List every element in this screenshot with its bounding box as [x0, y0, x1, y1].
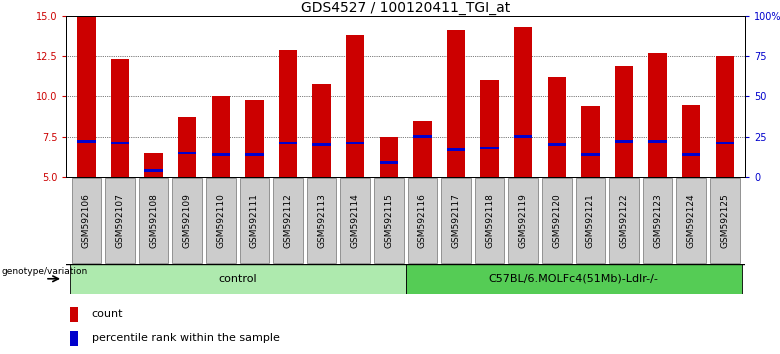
Bar	[278, 50, 297, 177]
FancyBboxPatch shape	[307, 178, 336, 263]
Text: GSM592121: GSM592121	[586, 193, 595, 248]
Text: GSM592113: GSM592113	[317, 193, 326, 248]
FancyBboxPatch shape	[206, 178, 236, 263]
Bar	[69, 307, 78, 322]
Bar	[346, 35, 364, 177]
Bar	[615, 140, 633, 143]
Bar	[77, 16, 96, 177]
Bar	[211, 96, 230, 177]
Text: GSM592118: GSM592118	[485, 193, 494, 248]
Bar	[648, 140, 667, 143]
Text: GSM592110: GSM592110	[216, 193, 225, 248]
Text: GSM592122: GSM592122	[619, 193, 629, 248]
Bar	[548, 143, 566, 146]
FancyBboxPatch shape	[509, 178, 538, 263]
Text: GSM592115: GSM592115	[385, 193, 393, 248]
FancyBboxPatch shape	[441, 178, 471, 263]
Bar	[178, 152, 197, 154]
Bar	[715, 142, 734, 144]
Bar	[245, 153, 264, 156]
Bar	[77, 140, 96, 143]
Text: percentile rank within the sample: percentile rank within the sample	[92, 333, 279, 343]
Text: GSM592108: GSM592108	[149, 193, 158, 248]
FancyBboxPatch shape	[340, 178, 370, 263]
Bar	[178, 118, 197, 177]
Bar	[312, 84, 331, 177]
Bar	[380, 137, 398, 177]
Text: count: count	[92, 309, 123, 319]
Bar	[413, 136, 431, 138]
Bar	[682, 104, 700, 177]
Text: GSM592107: GSM592107	[115, 193, 125, 248]
FancyBboxPatch shape	[408, 178, 437, 263]
Text: GSM592124: GSM592124	[686, 193, 696, 248]
Bar	[144, 153, 163, 177]
Text: control: control	[218, 274, 257, 284]
Bar	[514, 136, 533, 138]
FancyBboxPatch shape	[239, 178, 269, 263]
FancyBboxPatch shape	[172, 178, 202, 263]
Bar	[69, 331, 78, 346]
Bar	[581, 153, 600, 156]
FancyBboxPatch shape	[676, 178, 706, 263]
FancyBboxPatch shape	[69, 264, 406, 294]
Bar	[111, 142, 129, 144]
FancyBboxPatch shape	[72, 178, 101, 263]
Bar	[380, 161, 398, 164]
Bar	[514, 27, 533, 177]
Title: GDS4527 / 100120411_TGI_at: GDS4527 / 100120411_TGI_at	[301, 1, 510, 15]
FancyBboxPatch shape	[374, 178, 403, 263]
Bar	[480, 147, 499, 149]
Bar	[111, 59, 129, 177]
Bar	[615, 66, 633, 177]
Text: GSM592106: GSM592106	[82, 193, 91, 248]
Text: GSM592114: GSM592114	[351, 193, 360, 248]
Bar	[480, 80, 499, 177]
Text: GSM592119: GSM592119	[519, 193, 528, 248]
Text: GSM592125: GSM592125	[720, 193, 729, 248]
Text: GSM592120: GSM592120	[552, 193, 562, 248]
Text: GSM592117: GSM592117	[452, 193, 460, 248]
Text: GSM592109: GSM592109	[183, 193, 192, 248]
Bar	[447, 148, 465, 151]
Bar	[413, 121, 431, 177]
Bar	[144, 169, 163, 172]
Bar	[278, 142, 297, 144]
Bar	[682, 153, 700, 156]
FancyBboxPatch shape	[643, 178, 672, 263]
FancyBboxPatch shape	[105, 178, 135, 263]
Bar	[245, 100, 264, 177]
FancyBboxPatch shape	[139, 178, 168, 263]
Text: GSM592116: GSM592116	[418, 193, 427, 248]
FancyBboxPatch shape	[542, 178, 572, 263]
Bar	[715, 56, 734, 177]
Bar	[581, 106, 600, 177]
Bar	[548, 77, 566, 177]
Bar	[312, 143, 331, 146]
Text: GSM592112: GSM592112	[283, 193, 292, 248]
Bar	[447, 30, 465, 177]
FancyBboxPatch shape	[406, 264, 742, 294]
FancyBboxPatch shape	[609, 178, 639, 263]
Text: GSM592111: GSM592111	[250, 193, 259, 248]
FancyBboxPatch shape	[475, 178, 505, 263]
Bar	[211, 153, 230, 156]
Text: genotype/variation: genotype/variation	[2, 267, 87, 276]
Text: GSM592123: GSM592123	[653, 193, 662, 248]
FancyBboxPatch shape	[273, 178, 303, 263]
Bar	[346, 142, 364, 144]
Bar	[648, 53, 667, 177]
FancyBboxPatch shape	[710, 178, 739, 263]
FancyBboxPatch shape	[576, 178, 605, 263]
Text: C57BL/6.MOLFc4(51Mb)-Ldlr-/-: C57BL/6.MOLFc4(51Mb)-Ldlr-/-	[488, 274, 658, 284]
